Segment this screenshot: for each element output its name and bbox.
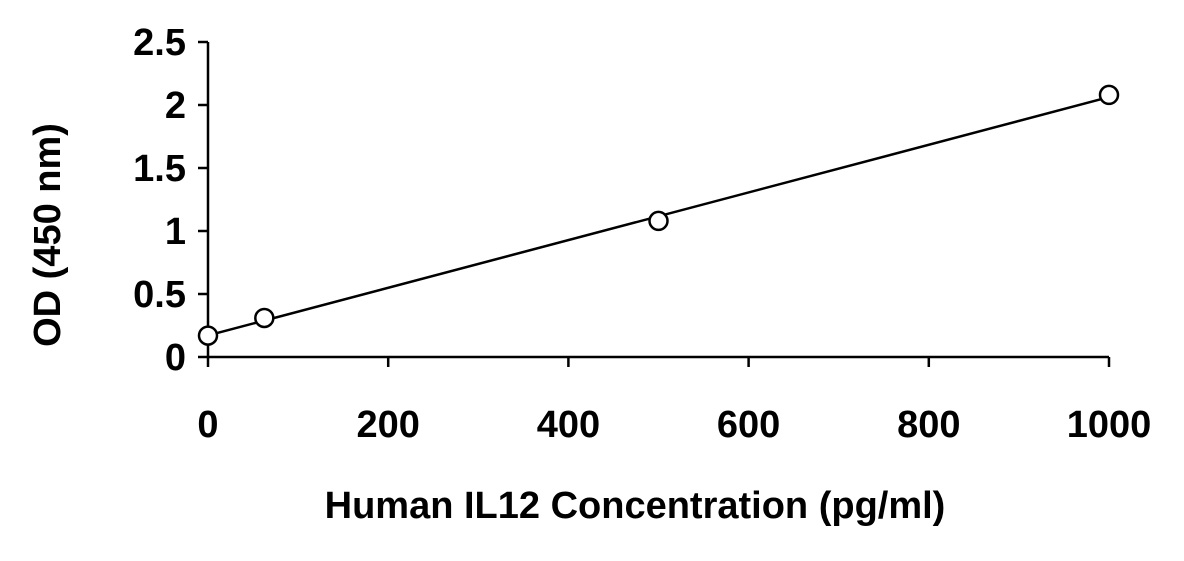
x-tick-label: 1000: [1067, 404, 1152, 446]
x-tick-label: 400: [537, 404, 600, 446]
y-tick-label: 2.5: [133, 22, 186, 64]
data-point: [648, 210, 669, 232]
x-tick-label: 600: [717, 404, 780, 446]
y-tick-label: 1: [165, 211, 186, 253]
x-axis-title: Human IL12 Concentration (pg/ml): [325, 485, 946, 527]
data-point: [197, 325, 219, 346]
x-tick-label: 200: [356, 404, 419, 446]
y-tick-label: 0.5: [133, 274, 186, 316]
y-axis-title: OD (450 nm): [27, 123, 69, 347]
data-points: [197, 84, 1120, 346]
y-tick-label: 2: [165, 85, 186, 127]
y-tick-label: 1.5: [133, 148, 186, 190]
x-tick-label: 800: [897, 404, 960, 446]
y-axis-ticks: 0 0.5 1 1.5 2 2.5: [133, 22, 208, 379]
data-point: [1098, 84, 1120, 106]
x-tick-label: 0: [197, 404, 218, 446]
data-point: [254, 307, 275, 329]
y-tick-label: 0: [165, 337, 186, 379]
x-axis-ticks: 0 200 400 600 800 1000: [197, 357, 1151, 446]
